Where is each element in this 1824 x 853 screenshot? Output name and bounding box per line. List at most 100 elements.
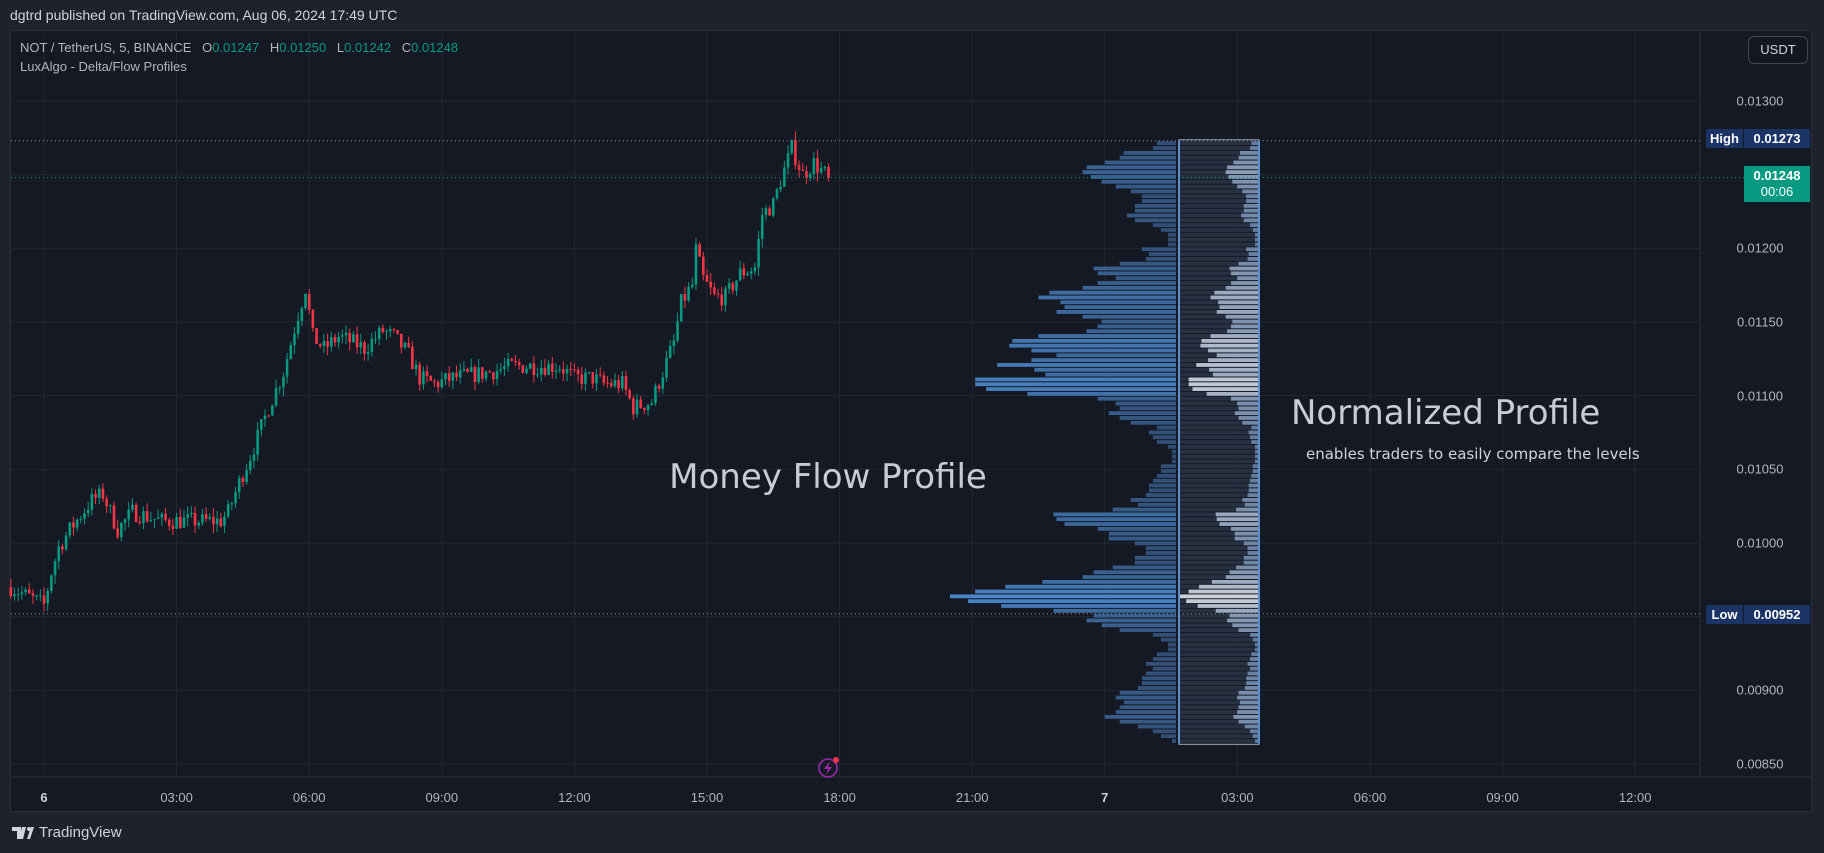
candle-body: [16, 594, 20, 596]
normalized-row-bg: [1180, 551, 1258, 555]
normalized-row-bar: [1232, 179, 1258, 184]
candle-body: [746, 273, 749, 276]
normalized-row-bar: [1242, 498, 1258, 502]
candle-body: [510, 359, 514, 361]
money-flow-bar: [1115, 184, 1176, 189]
normalized-row-bg: [1180, 628, 1258, 632]
candle-body: [326, 341, 329, 347]
candle-body: [186, 514, 189, 518]
candle-body: [753, 267, 757, 272]
normalized-row-bg: [1180, 271, 1258, 276]
candle-body: [447, 373, 451, 381]
symbol-info[interactable]: NOT / TetherUS, 5, BINANCE: [20, 40, 192, 55]
candle-body: [580, 374, 584, 384]
normalized-row-bar: [1246, 194, 1258, 199]
money-flow-bar: [1160, 734, 1176, 739]
normalized-row-bg: [1180, 555, 1258, 560]
normalized-row-bar: [1201, 338, 1258, 343]
normalized-row-bg: [1180, 449, 1258, 454]
candle-body: [598, 374, 602, 376]
normalized-row-bar: [1229, 613, 1258, 618]
candle-body: [720, 294, 724, 306]
currency-button[interactable]: USDT: [1748, 36, 1808, 64]
normalized-row-bg: [1180, 401, 1258, 406]
normalized-row-bar: [1252, 464, 1258, 469]
normalized-row-bar: [1250, 666, 1258, 671]
money-flow-bar: [1056, 517, 1176, 522]
tradingview-logo[interactable]: TradingView: [12, 824, 122, 841]
normalized-row-bar: [1216, 517, 1258, 522]
money-flow-bar: [1097, 396, 1176, 401]
candle-body: [241, 478, 245, 483]
candle-body: [20, 592, 24, 595]
normalized-subtitle: enables traders to easily compare the le…: [1306, 445, 1640, 463]
candle-body: [296, 320, 300, 334]
high-label: H: [269, 40, 280, 55]
normalized-row-bar: [1230, 396, 1258, 401]
money-flow-bar: [1160, 637, 1176, 642]
candle-body: [370, 339, 374, 352]
price-tick-label: 0.01150: [1736, 314, 1784, 330]
money-flow-bar: [1009, 343, 1176, 348]
indicator-name[interactable]: LuxAlgo - Delta/Flow Profiles: [20, 59, 187, 74]
candle-body: [514, 360, 517, 363]
money-flow-bar: [1056, 353, 1176, 358]
low-tag-label: Low: [1706, 605, 1743, 624]
normalized-row-bg: [1180, 724, 1258, 729]
normalized-row-bar: [1243, 560, 1258, 565]
time-tick-label: 7: [1101, 790, 1109, 805]
normalized-row-bg: [1180, 700, 1258, 705]
candle-body: [31, 593, 35, 596]
candle-body: [374, 338, 377, 340]
candle-body: [738, 268, 742, 281]
normalized-row-bg: [1180, 281, 1258, 285]
candle-body: [620, 376, 624, 389]
normalized-row-bg: [1180, 256, 1258, 261]
normalized-row-bg: [1180, 478, 1258, 483]
normalized-row-bar: [1255, 237, 1258, 242]
money-flow-bar: [1108, 531, 1176, 536]
normalized-row-bar: [1255, 739, 1258, 743]
normalized-row-bg: [1180, 435, 1258, 440]
normalized-row-bg: [1180, 657, 1258, 661]
price-tick-label: 0.01300: [1736, 93, 1784, 109]
candle-body: [705, 275, 709, 282]
candle-body: [57, 546, 61, 562]
normalized-row-bg: [1180, 160, 1258, 165]
candle-body: [665, 357, 668, 378]
candle-body: [72, 522, 75, 528]
normalized-row-bar: [1232, 319, 1258, 324]
candle-body: [595, 374, 598, 384]
money-flow-bar: [1034, 367, 1176, 372]
candle-body: [90, 493, 94, 510]
normalized-row-bar: [1228, 175, 1258, 179]
time-tick-label: 09:00: [425, 790, 459, 805]
current-price: 0.01248: [1753, 168, 1801, 183]
normalized-row-bg: [1180, 203, 1258, 208]
high-tag-label: High: [1706, 129, 1743, 148]
money-flow-bar: [1027, 391, 1176, 396]
normalized-row-bar: [1239, 150, 1258, 155]
money-flow-bar: [1097, 281, 1176, 285]
money-flow-bar: [1119, 406, 1176, 411]
tradingview-wordmark: TradingView: [39, 824, 122, 841]
money-flow-bar: [968, 599, 1176, 604]
candle-body: [713, 287, 716, 294]
candle-body: [558, 369, 561, 371]
grid: [11, 31, 1811, 778]
normalized-row-bg: [1180, 165, 1258, 170]
normalized-row-bg: [1180, 676, 1258, 681]
lightning-icon[interactable]: [818, 757, 839, 778]
normalized-row-bar: [1250, 632, 1258, 637]
candle-body: [469, 367, 473, 372]
money-flow-bar: [1152, 657, 1176, 661]
candle-body: [481, 367, 484, 379]
normalized-row-bar: [1197, 604, 1258, 608]
normalized-annotation: Normalized Profile: [1291, 393, 1601, 433]
normalized-row-bar: [1186, 599, 1258, 604]
normalized-row-bar: [1243, 208, 1258, 213]
chart-pane[interactable]: [10, 30, 1812, 812]
normalized-row-bar: [1250, 223, 1258, 228]
candle-body: [613, 380, 617, 386]
